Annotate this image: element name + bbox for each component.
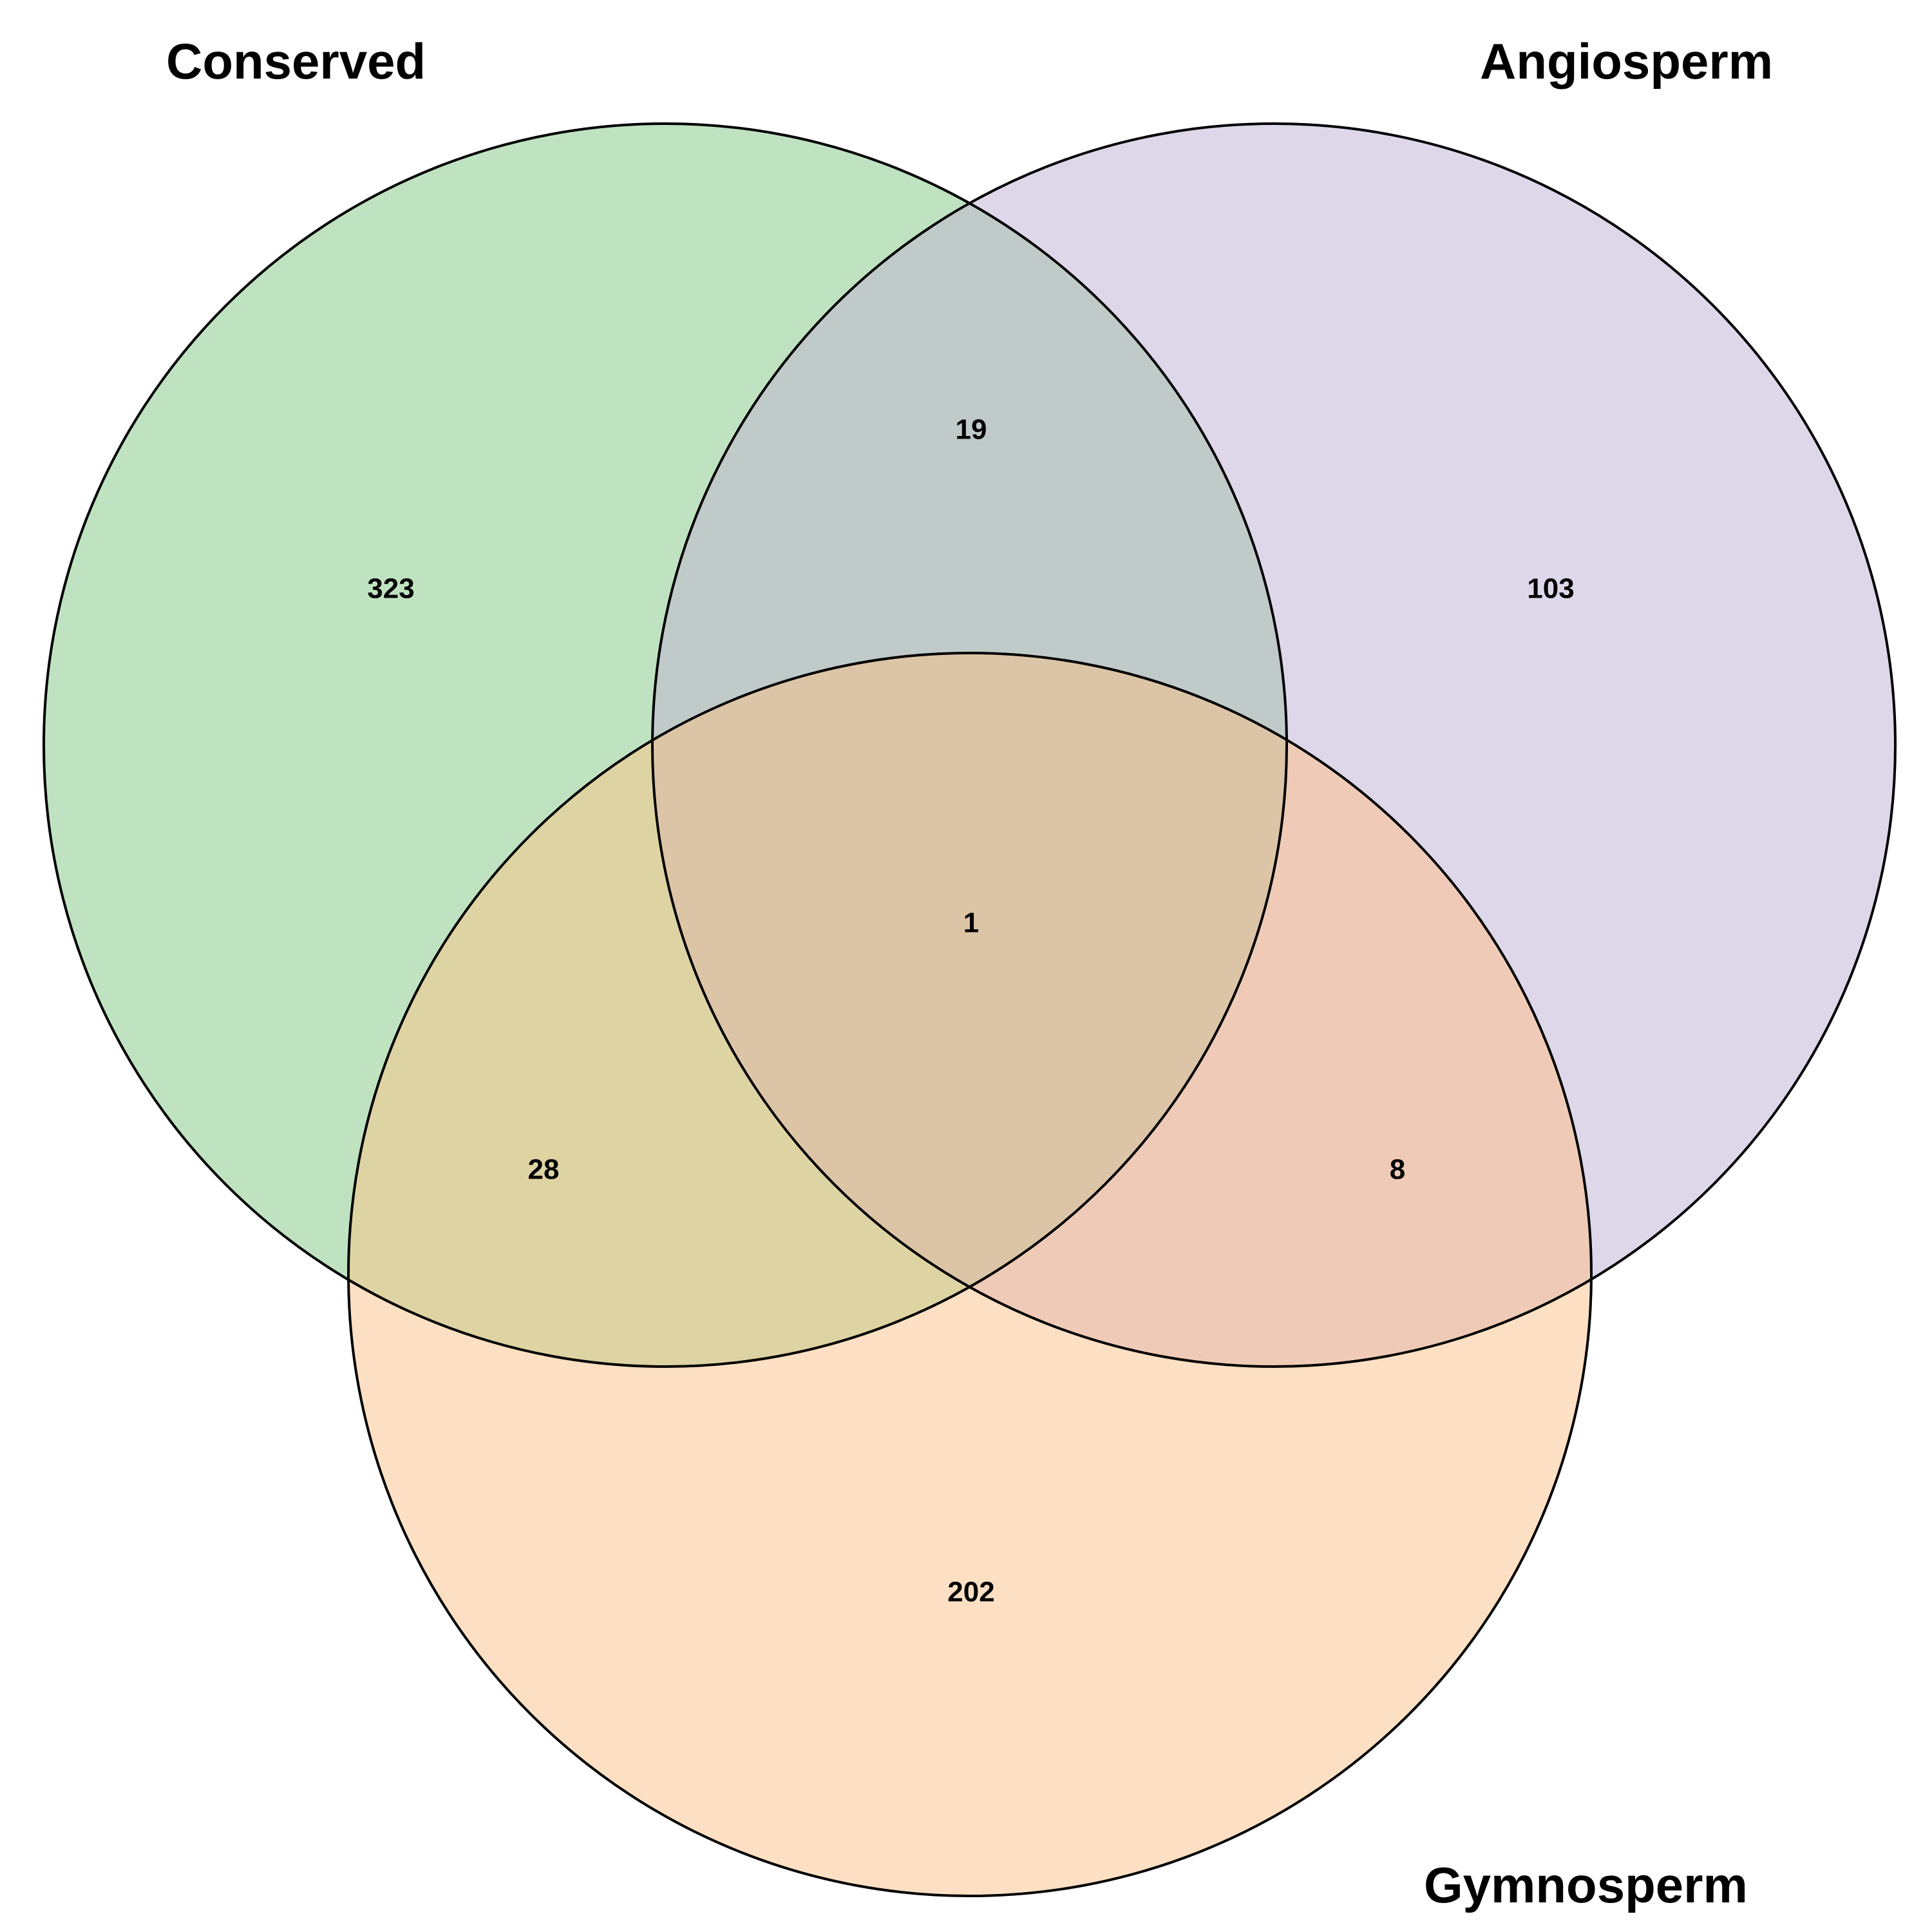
count-gymnosperm-only: 202	[947, 1577, 994, 1608]
gymnosperm-label: Gymnosperm	[1424, 1857, 1748, 1913]
conserved-label: Conserved	[166, 33, 426, 90]
count-conserved-angiosperm: 19	[956, 414, 987, 446]
count-angiosperm-only: 103	[1527, 573, 1574, 605]
conserved-circle-outline	[43, 122, 1288, 1368]
gymnosperm-circle-outline	[347, 652, 1593, 1897]
angiosperm-label: Angiosperm	[1480, 33, 1773, 90]
count-all-three: 1	[963, 907, 979, 939]
count-conserved-only: 323	[367, 573, 414, 605]
count-conserved-gymnosperm: 28	[528, 1154, 560, 1186]
count-angiosperm-gymnosperm: 8	[1390, 1154, 1405, 1186]
angiosperm-circle-outline	[651, 122, 1897, 1368]
